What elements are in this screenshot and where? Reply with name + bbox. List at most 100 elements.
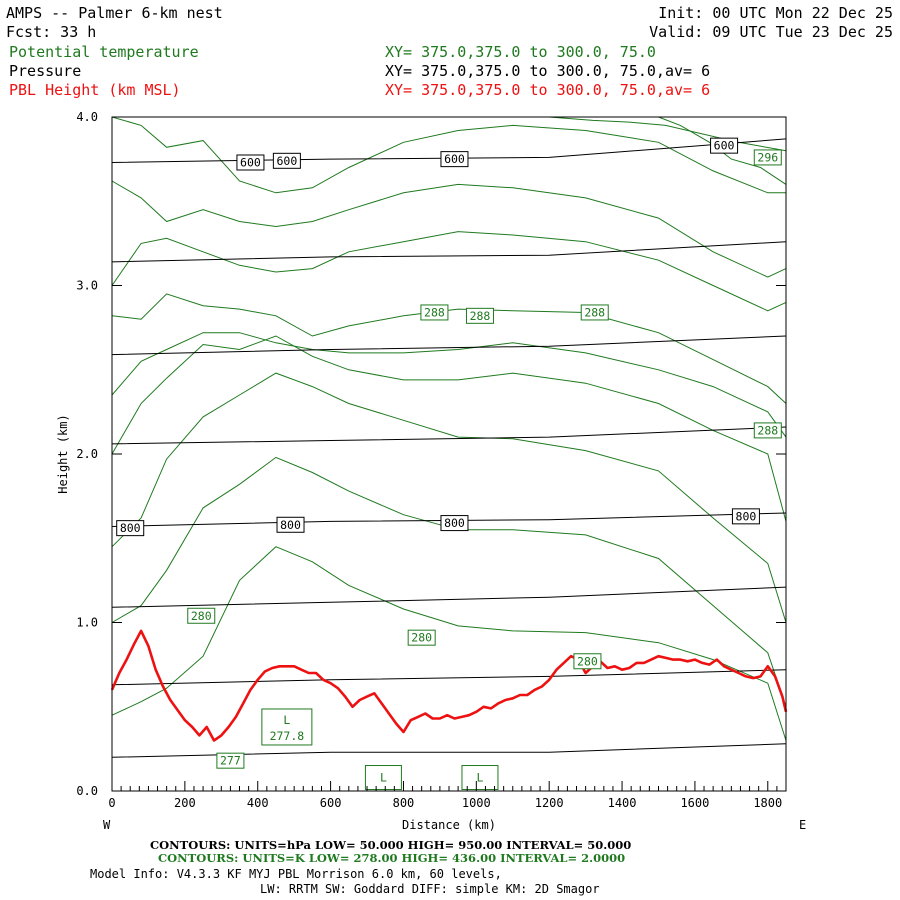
y-tick-label-2: 2.0 (76, 447, 98, 461)
theta-label-0-box (753, 149, 782, 166)
pbl-height-series (110, 629, 788, 742)
isobar-label-2-box (440, 151, 469, 168)
footer-contours-theta: CONTOURS: UNITS=K LOW= 278.00 HIGH= 436.… (158, 851, 625, 865)
theta-contour-7 (111, 180, 787, 278)
isobar-1 (111, 669, 787, 686)
xy-pressure: XY= 375.0,375.0 to 300.0, 75.0,av= 6 (385, 62, 710, 80)
low-center-box-0 (261, 708, 313, 746)
y-axis-title: Height (km) (56, 414, 70, 493)
isobar-label-6: 800 (444, 516, 465, 530)
low-center-marker-2: L (476, 771, 483, 785)
x-end-west: W (103, 818, 111, 832)
isobar-5 (111, 335, 787, 356)
x-tick-label-2: 400 (247, 796, 269, 810)
low-center-box-2 (461, 765, 499, 791)
theta-contour-4 (111, 332, 787, 438)
x-end-east: E (799, 818, 806, 832)
theta-contour-2 (111, 372, 787, 623)
low-center-marker-1: L (380, 771, 387, 785)
pressure-isobars (111, 138, 787, 758)
isobar-label-3: 600 (714, 139, 735, 153)
isobar-6 (111, 241, 787, 263)
theta-contour-6 (111, 231, 787, 312)
isobar-2 (111, 586, 787, 608)
isobar-7 (111, 138, 787, 163)
header-valid: Valid: 09 UTC Tue 23 Dec 25 (649, 23, 893, 41)
x-axis-title: Distance (km) (402, 818, 496, 832)
theta-label-2-box (465, 307, 494, 324)
header-init: Init: 00 UTC Mon 22 Dec 25 (658, 4, 893, 22)
theta-label-3: 288 (584, 305, 605, 319)
y-tick-label-4: 4.0 (76, 110, 98, 124)
theta-label-5-box (187, 607, 216, 624)
field-pbl-label: PBL Height (km MSL) (9, 81, 181, 99)
theta-contour-5 (111, 293, 787, 404)
theta-label-6-box (407, 629, 436, 646)
theta-label-1-box (420, 304, 449, 321)
isobar-label-0: 600 (240, 155, 261, 169)
isobar-label-7-box (731, 508, 760, 525)
footer-contours-pressure: CONTOURS: UNITS=hPa LOW= 50.000 HIGH= 95… (150, 838, 631, 852)
isobar-label-5: 800 (280, 518, 301, 532)
theta-label-4: 288 (757, 423, 778, 437)
low-center-value-0: 277.8 (270, 729, 305, 743)
theta-contour-0 (111, 546, 787, 741)
footer-physics-info: LW: RRTM SW: Goddard DIFF: simple KM: 2D… (260, 882, 600, 896)
field-pressure-label: Pressure (9, 62, 81, 80)
theta-contour-1 (111, 456, 787, 707)
xy-pbl: XY= 375.0,375.0 to 300.0, 75.0,av= 6 (385, 81, 710, 99)
y-tick-label-1: 1.0 (76, 616, 98, 630)
theta-label-0: 296 (757, 150, 778, 164)
field-theta-label: Potential temperature (9, 43, 199, 61)
theta-contour-8 (111, 116, 786, 194)
theta-contours (111, 116, 787, 741)
theta-label-7-box (573, 653, 602, 670)
isobar-4 (111, 426, 787, 445)
theta-label-8: 277 (220, 754, 241, 768)
theta-label-6: 280 (411, 631, 432, 645)
isobar-label-5-box (276, 516, 305, 533)
plot-frame (111, 116, 787, 792)
x-tick-label-1: 200 (174, 796, 196, 810)
theta-label-3-box (580, 304, 609, 321)
header-title: AMPS -- Palmer 6-km nest (6, 4, 223, 22)
theta-label-4-box (753, 422, 782, 439)
contour-labels: 600 600 600 600 800 800 800 800 296 288 288 288 288 2… (116, 137, 782, 791)
y-tick-label-0: 0.0 (76, 784, 98, 798)
theta-label-1: 288 (424, 305, 445, 319)
x-tick-label-3: 600 (320, 796, 342, 810)
header-fcst: Fcst: 33 h (6, 23, 96, 41)
x-tick-label-0: 0 (108, 796, 115, 810)
x-tick-label-7: 1400 (608, 796, 637, 810)
theta-contour-3 (111, 335, 787, 522)
isobar-label-7: 800 (736, 509, 757, 523)
theta-label-2: 288 (470, 309, 491, 323)
x-tick-label-6: 1200 (535, 796, 564, 810)
x-tick-label-5: 1000 (462, 796, 491, 810)
low-center-marker-0: L (283, 713, 290, 727)
isobar-label-1-box (272, 152, 301, 169)
isobar-label-2: 600 (444, 152, 465, 166)
isobar-label-4: 800 (120, 521, 141, 535)
isobar-label-6-box (440, 515, 469, 532)
axes: 0 200 400 600 800 1000 1200 1400 1600 1800 0.0 1.0 2… (76, 110, 787, 810)
xy-theta: XY= 375.0,375.0 to 300.0, 75.0 (385, 43, 656, 61)
y-tick-label-3: 3.0 (76, 279, 98, 293)
theta-label-5: 280 (191, 609, 212, 623)
isobar-label-1: 600 (276, 154, 297, 168)
x-tick-label-9: 1800 (753, 796, 782, 810)
pbl-height-line (110, 629, 788, 742)
isobar-label-0-box (236, 154, 265, 171)
footer-model-info: Model Info: V4.3.3 KF MYJ PBL Morrison 6… (90, 867, 502, 881)
theta-label-7: 280 (577, 654, 598, 668)
theta-label-8-box (216, 752, 245, 769)
x-tick-label-4: 800 (393, 796, 415, 810)
isobar-3 (111, 512, 787, 527)
isobar-0 (111, 743, 787, 758)
low-center-box-1 (364, 765, 402, 791)
isobar-label-3-box (710, 137, 739, 154)
x-tick-label-8: 1600 (680, 796, 709, 810)
theta-contour-10 (549, 116, 787, 152)
isobar-label-4-box (116, 520, 145, 537)
